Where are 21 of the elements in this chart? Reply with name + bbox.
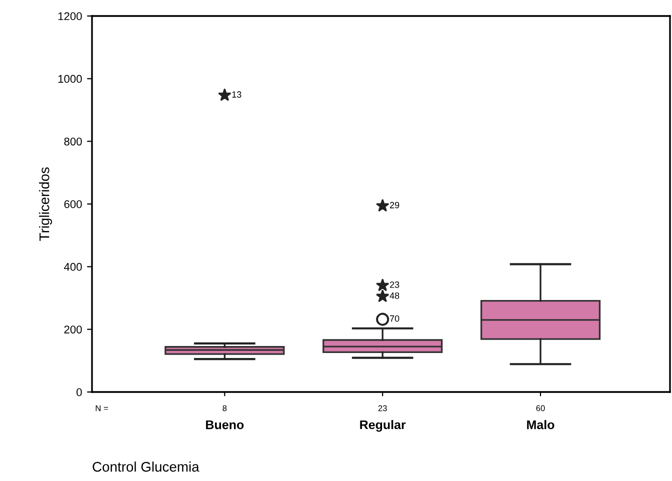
x-axis-title: Control Glucemia [92, 462, 200, 472]
y-tick-label: 800 [64, 138, 82, 146]
y-tick-label: 1200 [58, 12, 82, 20]
annotation: 13 [232, 91, 242, 98]
y-tick-label: 200 [64, 326, 82, 334]
text: N = [96, 405, 108, 412]
y-axis-title: Trigliceridos [39, 167, 52, 241]
annotation: 48 [390, 292, 400, 299]
text: 60 [536, 405, 545, 412]
annotation: 29 [390, 202, 400, 208]
y-tick-label: 400 [64, 262, 82, 271]
y-tick-label: 0 [76, 388, 82, 396]
x-tick-label: Bueno [206, 420, 244, 430]
x-tick-label: Regular [360, 420, 406, 432]
x-tick-label: Malo [527, 420, 554, 430]
y-tick-label: 600 [64, 200, 82, 208]
annotation: 70 [390, 315, 400, 322]
annotation: 23 [390, 281, 400, 288]
text: 23 [378, 405, 387, 412]
y-tick-label: 1000 [58, 74, 82, 83]
text: 8 [222, 405, 227, 412]
